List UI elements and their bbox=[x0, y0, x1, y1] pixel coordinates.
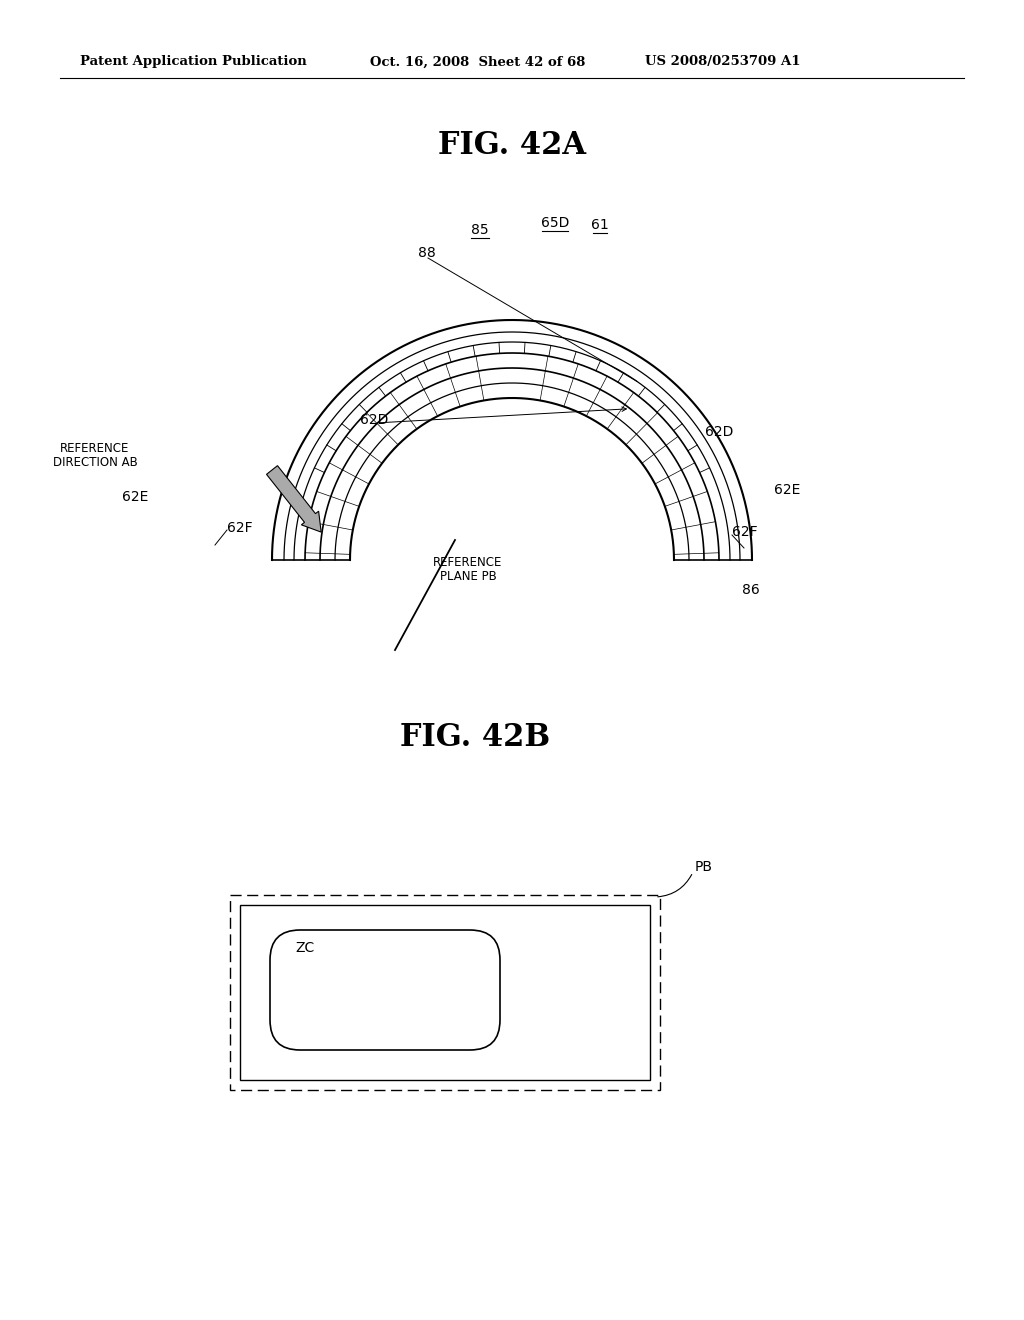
Text: ZC: ZC bbox=[295, 941, 314, 954]
Text: FIG. 42B: FIG. 42B bbox=[400, 722, 550, 754]
Bar bbox=[240, 906, 650, 1080]
Text: 61: 61 bbox=[591, 218, 609, 232]
Text: 62E: 62E bbox=[774, 483, 801, 498]
Text: 88: 88 bbox=[418, 246, 436, 260]
Text: REFERENCE: REFERENCE bbox=[60, 441, 130, 454]
Text: 62D: 62D bbox=[360, 413, 388, 426]
Bar bbox=[230, 895, 660, 1090]
Text: Patent Application Publication: Patent Application Publication bbox=[80, 55, 307, 69]
Text: PLANE PB: PLANE PB bbox=[439, 569, 497, 582]
Text: DIRECTION AB: DIRECTION AB bbox=[52, 455, 137, 469]
Text: US 2008/0253709 A1: US 2008/0253709 A1 bbox=[645, 55, 801, 69]
Text: FIG. 42A: FIG. 42A bbox=[438, 129, 586, 161]
Text: REFERENCE: REFERENCE bbox=[433, 556, 503, 569]
Text: 86: 86 bbox=[742, 583, 760, 597]
Text: 62F: 62F bbox=[227, 521, 253, 535]
Text: 62E: 62E bbox=[122, 490, 148, 504]
Text: Oct. 16, 2008  Sheet 42 of 68: Oct. 16, 2008 Sheet 42 of 68 bbox=[370, 55, 586, 69]
Text: PB: PB bbox=[695, 861, 713, 874]
FancyArrow shape bbox=[266, 466, 322, 532]
Text: 65D: 65D bbox=[541, 216, 569, 230]
Text: 62D: 62D bbox=[705, 425, 733, 440]
Text: 62F: 62F bbox=[732, 525, 758, 539]
Text: 85: 85 bbox=[471, 223, 488, 238]
